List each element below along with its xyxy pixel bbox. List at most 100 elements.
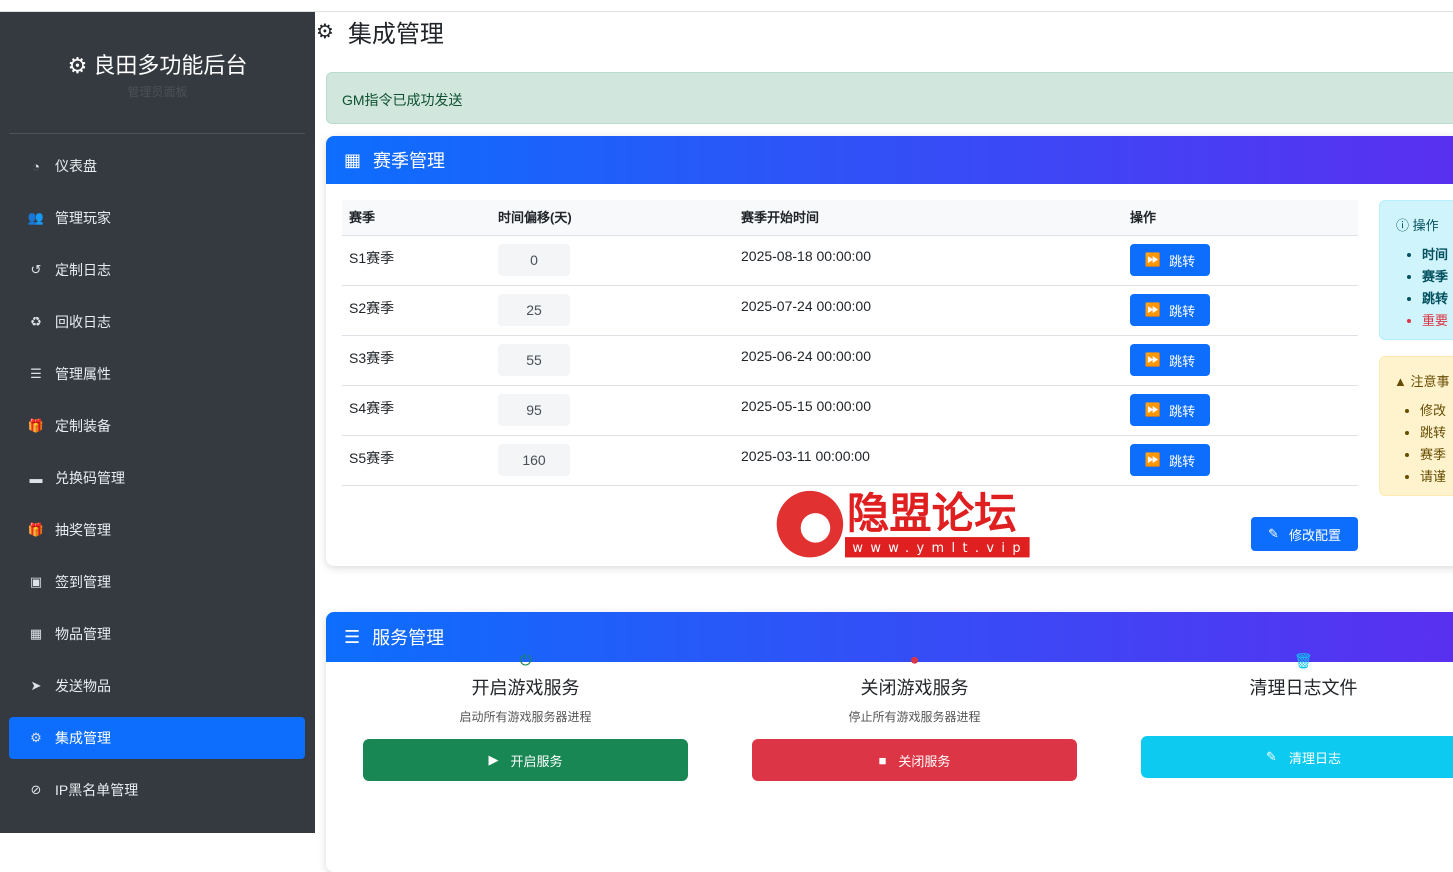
sidebar-item[interactable]: ◔ 仪表盘	[9, 145, 305, 187]
sidebar-item[interactable]: ⚙ 集成管理	[9, 717, 305, 759]
service-button-label: 清理日志	[1288, 750, 1341, 766]
season-name: S4赛季	[349, 400, 395, 416]
jump-button[interactable]: ⏩ 跳转	[1130, 294, 1210, 326]
info-item: 赛季	[1422, 266, 1453, 288]
trash-icon: 🗑	[1293, 653, 1314, 670]
warn-item: 请谨	[1420, 466, 1453, 488]
sidebar-item-label: 抽奖管理	[55, 522, 111, 538]
info-item: 重要	[1422, 310, 1453, 332]
sidebar-item[interactable]: ⊘ IP黑名单管理	[9, 769, 305, 811]
list-icon: ☰	[30, 366, 42, 381]
jump-button[interactable]: ⏩ 跳转	[1130, 394, 1210, 426]
modify-config-button[interactable]: ✎ 修改配置	[1251, 517, 1358, 551]
service-button[interactable]: ■ 关闭服务	[752, 739, 1077, 781]
sidebar-item[interactable]: ↺ 定制日志	[9, 249, 305, 291]
play-icon: ▶	[488, 752, 499, 767]
gift-icon: 🎁	[27, 522, 45, 537]
service-button[interactable]: ✎ 清理日志	[1141, 736, 1453, 778]
service-title: 关闭游戏服务	[860, 678, 969, 698]
warning-box: ▲ 注意事 修改跳转赛季请谨	[1379, 356, 1453, 496]
edit-icon: ✎	[1268, 526, 1279, 541]
th-season: 赛季	[342, 200, 498, 236]
brand-title: 良田多功能后台	[93, 53, 248, 78]
broom-icon: ✎	[1266, 749, 1277, 764]
service-item: ⏺ 关闭游戏服务 停止所有游戏服务器进程 ■ 关闭服务	[752, 652, 1077, 781]
season-name: S2赛季	[349, 300, 395, 316]
sidebar-item-label: 管理玩家	[55, 210, 111, 226]
boxes-icon: ▦	[29, 626, 43, 641]
season-start: 2025-05-15 00:00:00	[741, 398, 871, 414]
brand: ⚙ 良田多功能后台	[0, 48, 315, 80]
sidebar-item-label: 管理属性	[55, 366, 111, 382]
sidebar-item[interactable]: 🎁 定制装备	[9, 405, 305, 447]
sidebar-item[interactable]: 🎁 抽奖管理	[9, 509, 305, 551]
season-card-title: 赛季管理	[373, 151, 446, 171]
sidebar-item-label: 定制装备	[55, 418, 111, 434]
info-item: 跳转	[1422, 288, 1453, 310]
info-box: ⓘ 操作 时间赛季跳转重要	[1379, 200, 1453, 340]
service-desc: 停止所有游戏服务器进程	[848, 710, 981, 724]
sidebar-item[interactable]: ▬ 兑换码管理	[9, 457, 305, 499]
sidebar-item[interactable]: ▦ 物品管理	[9, 613, 305, 655]
sidebar-item-label: 定制日志	[55, 262, 111, 278]
gear-icon: ⚙	[67, 53, 88, 78]
calendar-icon: ▦	[344, 149, 362, 170]
sidebar-item[interactable]: ☰ 管理属性	[9, 353, 305, 395]
jump-label: 跳转	[1169, 453, 1196, 469]
page-title-text: 集成管理	[347, 21, 444, 48]
row-divider	[342, 435, 1358, 436]
brand-subtitle: 管理员面板	[127, 85, 188, 99]
jump-button[interactable]: ⏩ 跳转	[1130, 444, 1210, 476]
warn-item: 跳转	[1420, 422, 1453, 444]
season-card-header: ▦ 赛季管理	[326, 136, 1453, 184]
jump-label: 跳转	[1169, 253, 1196, 269]
sidebar-item-label: IP黑名单管理	[55, 782, 139, 798]
jump-button[interactable]: ⏩ 跳转	[1130, 244, 1210, 276]
jump-button[interactable]: ⏩ 跳转	[1130, 344, 1210, 376]
offset-input[interactable]: 95	[498, 394, 570, 426]
success-alert: GM指令已成功发送	[326, 72, 1453, 124]
fast-forward-icon: ⏩	[1144, 402, 1162, 417]
sidebar: ⚙ 良田多功能后台 管理员面板 ◔ 仪表盘 👥 管理玩家 ↺ 定制日志 ♻ 回收日志 ☰ 管理属性…	[0, 12, 315, 833]
sidebar-item[interactable]: ♻ 回收日志	[9, 301, 305, 343]
jump-label: 跳转	[1169, 303, 1196, 319]
service-card-title: 服务管理	[372, 628, 445, 648]
offset-input[interactable]: 160	[498, 444, 570, 476]
server-icon: ☰	[344, 626, 361, 647]
offset-input[interactable]: 55	[498, 344, 570, 376]
season-start: 2025-08-18 00:00:00	[741, 248, 871, 264]
service-card: ☰ 服务管理 ⏻ 开启游戏服务 启动所有游戏服务器进程 ▶ 开启服务 ⏺ 关闭游戏服…	[326, 612, 1453, 872]
service-item: ⏻ 开启游戏服务 启动所有游戏服务器进程 ▶ 开启服务	[363, 652, 688, 781]
sidebar-item[interactable]: ➤ 发送物品	[9, 665, 305, 707]
season-name: S3赛季	[349, 350, 395, 366]
jump-label: 跳转	[1169, 403, 1196, 419]
calendar-check-icon: ▣	[29, 574, 43, 589]
divider	[9, 133, 305, 134]
row-divider	[342, 335, 1358, 336]
row-divider	[342, 285, 1358, 286]
warn-title: 注意事	[1410, 374, 1450, 389]
sidebar-item-label: 签到管理	[55, 574, 111, 590]
service-button[interactable]: ▶ 开启服务	[363, 739, 688, 781]
row-divider	[342, 485, 1358, 486]
offset-input[interactable]: 0	[498, 244, 570, 276]
stop-icon: ■	[878, 752, 887, 768]
info-icon: ⓘ	[1396, 218, 1410, 233]
season-start: 2025-06-24 00:00:00	[741, 348, 871, 364]
sidebar-item[interactable]: ▣ 签到管理	[9, 561, 305, 603]
gift-icon: 🎁	[27, 418, 45, 433]
warning-icon: ▲	[1394, 374, 1407, 389]
season-name: S1赛季	[349, 250, 395, 266]
service-card-header: ☰ 服务管理	[326, 612, 1453, 662]
service-title: 开启游戏服务	[471, 678, 580, 698]
offset-input[interactable]: 25	[498, 294, 570, 326]
page-title: ⚙ 集成管理	[316, 14, 444, 49]
sidebar-item[interactable]: 👥 管理玩家	[9, 197, 305, 239]
th-start: 赛季开始时间	[741, 200, 1130, 236]
info-item: 时间	[1422, 244, 1453, 266]
season-start: 2025-07-24 00:00:00	[741, 298, 871, 314]
paper-plane-icon: ➤	[30, 678, 42, 693]
info-title: 操作	[1412, 218, 1439, 233]
service-item: 🗑 清理日志文件 ✎ 清理日志	[1141, 652, 1453, 778]
sidebar-item-label: 兑换码管理	[55, 470, 125, 486]
